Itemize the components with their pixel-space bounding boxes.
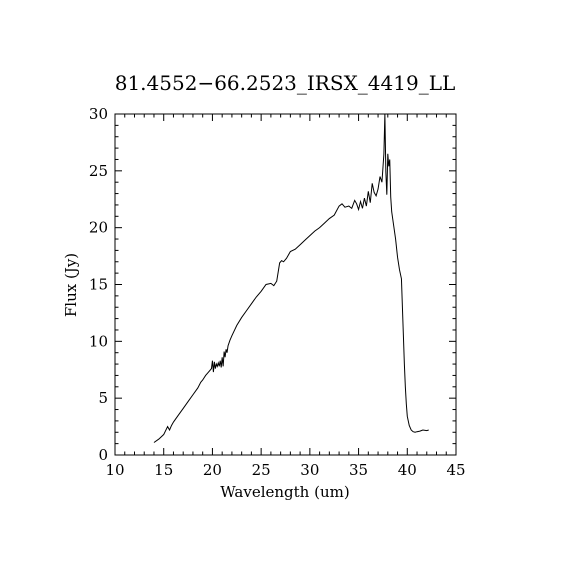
y-axis-label: Flux (Jy) <box>62 253 80 317</box>
x-tick-label: 20 <box>203 461 222 479</box>
plot-frame <box>114 113 457 456</box>
x-tick-label: 45 <box>446 461 465 479</box>
y-tick-label: 0 <box>98 446 108 464</box>
x-tick-label: 15 <box>154 461 173 479</box>
chart-title: 81.4552−66.2523_IRSX_4419_LL <box>115 71 456 95</box>
x-axis-label: Wavelength (um) <box>220 483 349 501</box>
y-tick-label: 20 <box>89 219 108 237</box>
y-tick-label: 15 <box>89 276 108 294</box>
x-tick-label: 40 <box>398 461 417 479</box>
x-tick-label: 35 <box>349 461 368 479</box>
y-tick-label: 5 <box>98 389 108 407</box>
x-tick-label: 30 <box>300 461 319 479</box>
y-tick-label: 10 <box>89 332 108 350</box>
y-tick-label: 30 <box>89 105 108 123</box>
axis-ticks <box>114 113 457 456</box>
flux-spectrum-line <box>153 113 429 443</box>
axis-tick-labels: 10 15 20 25 30 35 40 45 0 5 10 15 20 25 30 <box>89 105 466 479</box>
x-tick-label: 25 <box>252 461 271 479</box>
x-tick-label: 10 <box>105 461 124 479</box>
y-tick-label: 25 <box>89 162 108 180</box>
